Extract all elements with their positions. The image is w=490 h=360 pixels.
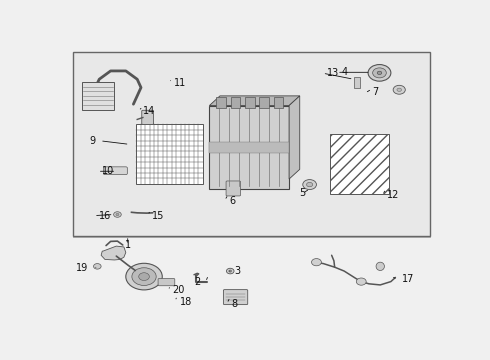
- FancyBboxPatch shape: [223, 290, 248, 305]
- Bar: [136, 124, 203, 184]
- Text: 14: 14: [143, 106, 155, 116]
- Circle shape: [116, 213, 119, 216]
- Text: 1: 1: [124, 240, 131, 250]
- Text: 13: 13: [327, 68, 339, 78]
- FancyBboxPatch shape: [226, 181, 241, 196]
- Ellipse shape: [376, 262, 385, 270]
- Bar: [209, 141, 289, 153]
- Polygon shape: [209, 96, 300, 105]
- Circle shape: [132, 268, 156, 285]
- Bar: [260, 97, 269, 108]
- Circle shape: [393, 85, 405, 94]
- Polygon shape: [289, 96, 300, 179]
- Circle shape: [139, 273, 149, 280]
- Circle shape: [397, 88, 401, 91]
- Bar: [216, 97, 226, 108]
- Text: 3: 3: [234, 266, 240, 276]
- Circle shape: [114, 212, 121, 217]
- Text: 7: 7: [372, 87, 378, 97]
- Circle shape: [303, 180, 317, 190]
- Text: 9: 9: [89, 136, 96, 146]
- Text: 6: 6: [229, 195, 235, 206]
- Circle shape: [226, 268, 234, 274]
- Circle shape: [377, 71, 382, 75]
- Bar: [82, 82, 115, 110]
- Circle shape: [368, 64, 391, 81]
- Bar: [73, 51, 430, 236]
- Text: 4: 4: [342, 67, 347, 77]
- Text: 8: 8: [231, 299, 238, 309]
- Polygon shape: [101, 246, 126, 260]
- Circle shape: [94, 264, 101, 269]
- Text: 15: 15: [152, 211, 165, 221]
- FancyBboxPatch shape: [142, 110, 153, 125]
- Text: 19: 19: [76, 263, 89, 273]
- Text: 18: 18: [180, 297, 192, 307]
- Bar: [330, 134, 389, 194]
- Text: 12: 12: [387, 190, 399, 200]
- Bar: [231, 97, 240, 108]
- Bar: [274, 97, 283, 108]
- Text: 17: 17: [402, 274, 415, 284]
- FancyBboxPatch shape: [103, 167, 127, 175]
- Text: 2: 2: [195, 277, 201, 287]
- Text: 11: 11: [174, 78, 187, 89]
- Bar: [209, 105, 289, 189]
- Circle shape: [307, 183, 313, 187]
- Bar: [354, 77, 361, 87]
- Text: 10: 10: [102, 166, 115, 176]
- Text: 5: 5: [299, 188, 306, 198]
- Circle shape: [372, 68, 386, 78]
- Circle shape: [229, 270, 232, 272]
- Circle shape: [126, 263, 162, 290]
- Bar: [245, 97, 254, 108]
- Text: 20: 20: [172, 285, 185, 296]
- Circle shape: [312, 258, 321, 266]
- Text: 16: 16: [98, 211, 111, 221]
- Circle shape: [356, 278, 366, 285]
- FancyBboxPatch shape: [158, 279, 175, 286]
